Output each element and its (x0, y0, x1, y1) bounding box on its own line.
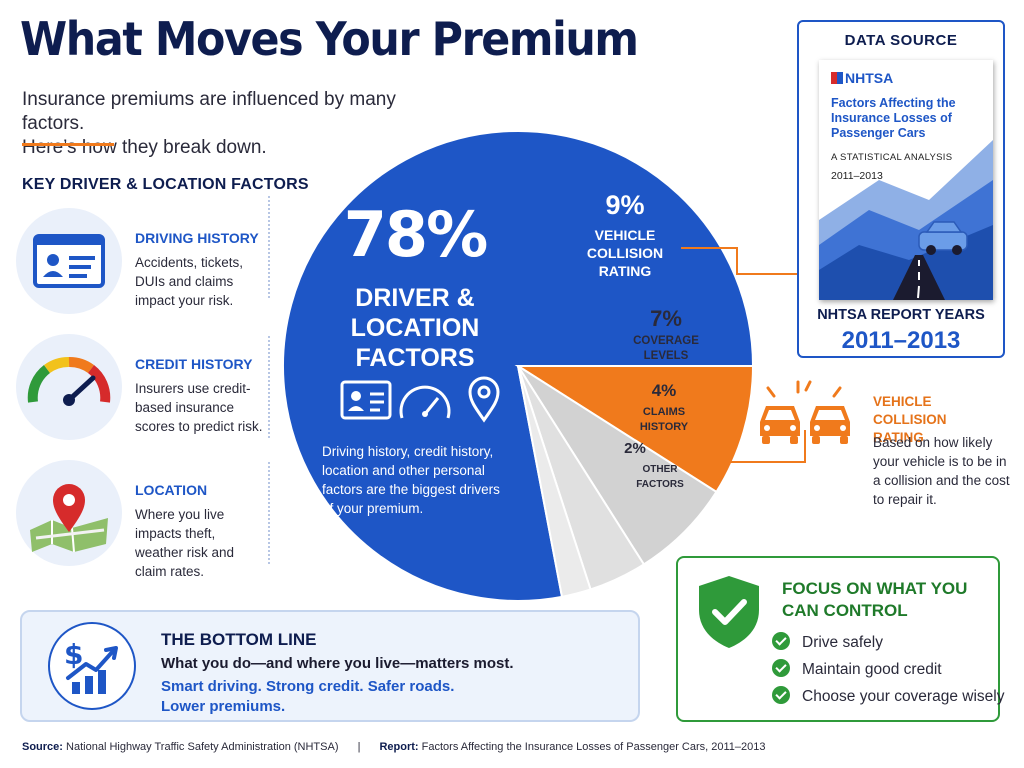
slice-label-line: OTHER (642, 464, 678, 475)
focus-item: Choose your coverage wisely (772, 686, 1004, 708)
other-slice-percent: 2% (624, 440, 646, 457)
main-slice-label-line: DRIVER & (355, 284, 475, 312)
slice-label-line: COVERAGE (633, 335, 699, 347)
pie-slice-vehicle-collision (514, 365, 755, 494)
main-slice-desc-line: factors are the biggest drivers (322, 482, 500, 497)
dotted-divider (268, 462, 270, 564)
main-slice-label: DRIVER & LOCATION FACTORS (320, 283, 510, 373)
slice-label-line: COLLISION (586, 245, 664, 261)
slice-label-line: HISTORY (639, 421, 689, 433)
focus-title: FOCUS ON WHAT YOU CAN CONTROL (782, 579, 968, 620)
footer-separator: | (357, 741, 361, 753)
focus-item-text: Maintain good credit (802, 661, 942, 678)
factor-description: Insurers use credit-based insurance scor… (135, 381, 263, 434)
footer-source-label: Source: (22, 741, 63, 753)
page-subtitle: Insurance premiums are influenced by man… (22, 88, 442, 160)
focus-item: Drive safely (772, 632, 883, 654)
title-divider (22, 143, 114, 146)
report-subtitle: A STATISTICAL ANALYSIS (831, 152, 953, 163)
report-brand-text: NHTSA (845, 70, 894, 86)
factor-description: Accidents, tickets, DUIs and claims impa… (135, 255, 244, 308)
focus-item: Maintain good credit (772, 659, 942, 681)
focus-item-text: Drive safely (802, 634, 883, 651)
footer-source-text: National Highway Traffic Safety Administ… (66, 741, 339, 753)
report-cover-years: 2011–2013 (831, 170, 883, 182)
gauge-icon (16, 334, 122, 440)
other-slice-label: OTHER FACTORS (615, 462, 705, 492)
focus-item-text: Choose your coverage wisely (802, 688, 1005, 705)
id-card-icon (340, 380, 392, 420)
slice-label-line: VEHICLE (594, 227, 656, 243)
check-icon (772, 659, 790, 677)
main-slice-description: Driving history, credit history, locatio… (322, 442, 522, 518)
shield-check-icon (699, 576, 759, 648)
dotted-divider (268, 336, 270, 438)
main-slice-desc-line: Driving history, credit history, (322, 444, 494, 459)
data-source-label: DATA SOURCE (844, 32, 958, 49)
bottom-line-text: What you do—and where you live—matters m… (161, 655, 514, 672)
pie-slice-other (517, 365, 592, 598)
factor-name: LOCATION (135, 482, 208, 498)
footer-source: Source: National Highway Traffic Safety … (22, 741, 766, 753)
factor-name: CREDIT HISTORY (135, 356, 253, 372)
dotted-divider (268, 196, 270, 298)
collision-callout-description: Based on how likely your vehicle is to b… (873, 435, 1010, 507)
collision-connector-line (681, 247, 797, 275)
focus-panel: FOCUS ON WHAT YOU CAN CONTROL Drive safe… (676, 556, 1004, 722)
map-pin-icon (468, 376, 500, 423)
factor-description: Where you live impacts theft, weather ri… (135, 507, 235, 579)
claims-slice-percent: 4% (651, 381, 677, 400)
map-pin-icon (16, 460, 122, 566)
bottom-line-title: THE BOTTOM LINE (161, 630, 317, 649)
collision-desc-connector-line (692, 430, 806, 463)
coverage-slice-label: COVERAGE LEVELS (616, 334, 716, 364)
cars-collision-icon (760, 380, 850, 444)
check-icon (772, 632, 790, 650)
factor-name: DRIVING HISTORY (135, 230, 259, 246)
footer-report-text: Factors Affecting the Insurance Losses o… (421, 741, 766, 753)
id-card-icon (16, 208, 122, 314)
main-slice-desc-line: location and other personal (322, 463, 485, 478)
pie-slice-coverage (517, 365, 718, 566)
svg-text:$: $ (64, 638, 83, 671)
gauge-icon (399, 385, 451, 419)
subtitle-line: Insurance premiums are influenced by man… (22, 89, 396, 134)
bottom-line-panel: $ THE BOTTOM LINE What you do—and where … (20, 610, 640, 722)
slice-label-line: CLAIMS (642, 406, 686, 418)
collision-slice-label: VEHICLE COLLISION RATING (570, 226, 680, 280)
report-years-label: NHTSA REPORT YEARS (817, 307, 985, 323)
data-source-panel: DATA SOURCE NHTSA Factors Affecting the … (797, 20, 1005, 358)
key-factors-title: KEY DRIVER & LOCATION FACTORS (22, 176, 309, 193)
dollar-growth-icon: $ (48, 622, 136, 710)
bottom-line-highlight: Smart driving. Strong credit. Safer road… (161, 678, 455, 695)
collision-slice-percent: 9% (605, 190, 645, 220)
slice-label-line: FACTORS (636, 479, 684, 490)
footer-report-label: Report: (379, 741, 419, 753)
main-slice-desc-line: of your premium. (322, 501, 424, 516)
coverage-slice-percent: 7% (650, 306, 682, 331)
pie-icons (340, 376, 500, 423)
flag-icon (831, 72, 843, 84)
page-title: What Moves Your Premium (20, 12, 639, 66)
collision-callout-title: VEHICLE COLLISION RATING (873, 394, 947, 445)
check-icon (772, 686, 790, 704)
slice-label-line: RATING (598, 263, 652, 279)
slice-label-line: LEVELS (643, 350, 689, 362)
report-title: Factors Affecting the Insurance Losses o… (831, 96, 956, 140)
main-slice-percent: 78% (343, 198, 488, 271)
bottom-line-highlight: Lower premiums. (161, 698, 286, 715)
claims-slice-label: CLAIMS HISTORY (614, 405, 714, 435)
report-brand: NHTSA (831, 70, 893, 86)
subtitle-line: Here’s how they break down. (22, 137, 267, 158)
report-years: 2011–2013 (841, 327, 961, 354)
main-slice-label-line: LOCATION (350, 314, 480, 342)
main-slice-label-line: FACTORS (355, 344, 475, 372)
report-cover-image: NHTSA Factors Affecting the Insurance Lo… (819, 60, 993, 300)
